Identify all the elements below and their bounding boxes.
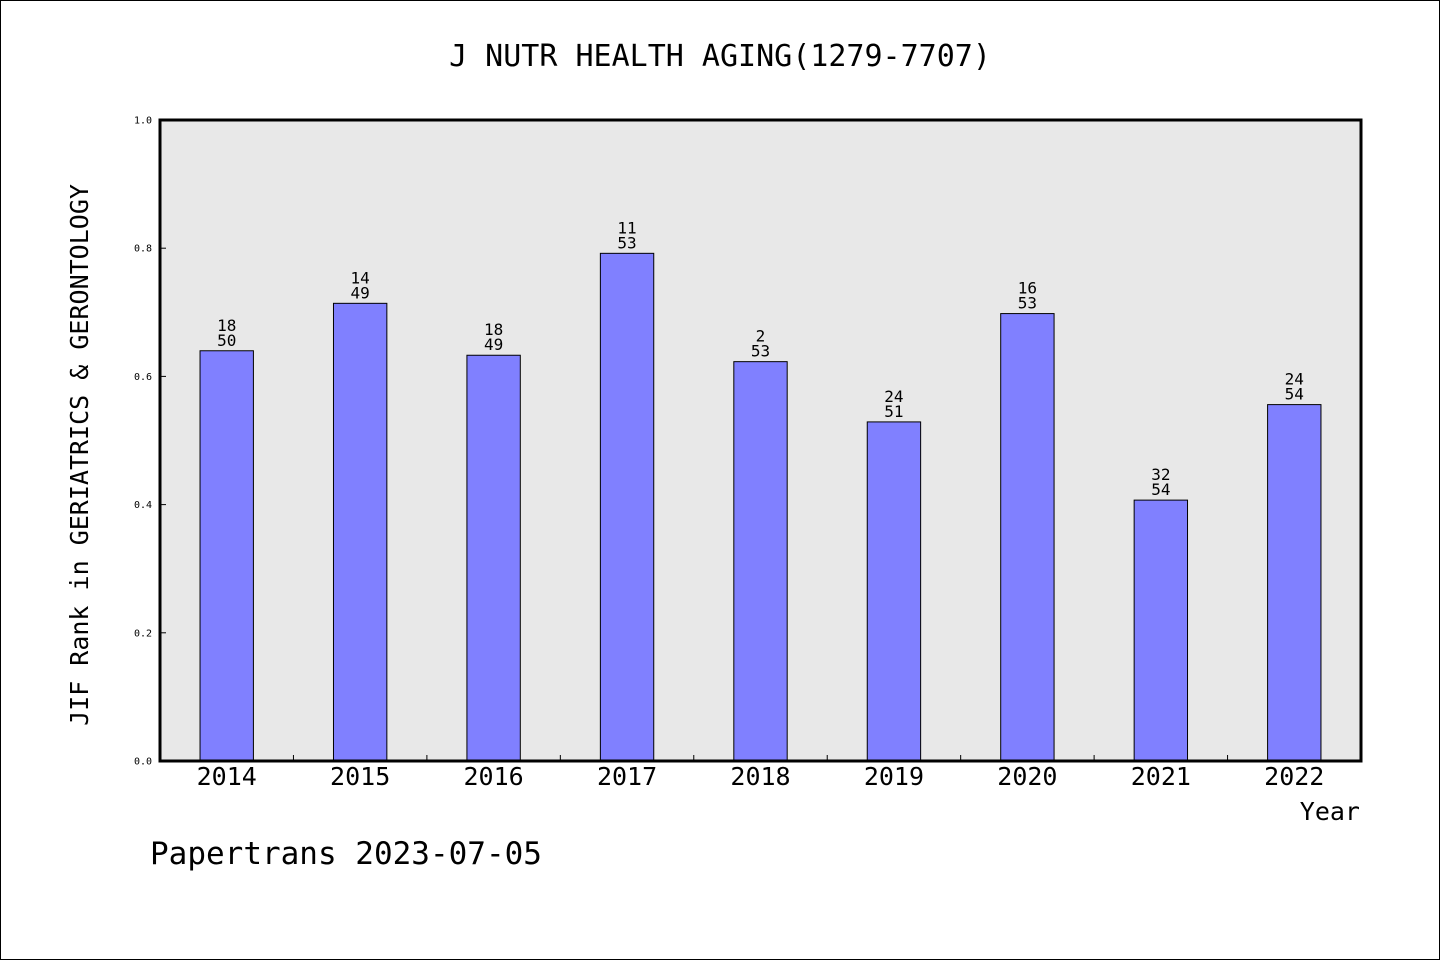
x-tick-label-2020: 2020 [997, 762, 1057, 791]
y-tick-label-1: 0.2 [134, 628, 152, 639]
bar-2019 [866, 421, 922, 762]
plot-area: 0.00.20.40.60.81.01850201414492015184920… [134, 116, 1363, 791]
bar-label-total-2018: 53 [751, 342, 770, 361]
bar-label-total-2021: 54 [1151, 480, 1170, 499]
bar-label-total-2020: 53 [1018, 294, 1037, 313]
y-tick-label-0: 0.0 [134, 757, 152, 768]
x-tick-label-2016: 2016 [464, 762, 524, 791]
bar-2020 [1000, 313, 1055, 762]
chart-title: J NUTR HEALTH AGING(1279-7707) [449, 39, 991, 74]
bar-2017 [599, 252, 655, 762]
bar-label-total-2015: 49 [351, 283, 370, 302]
bar-label-rank-2022: 24 [1285, 370, 1304, 389]
bar-label-rank-2014: 18 [217, 316, 236, 335]
y-tick-label-2: 0.4 [134, 500, 152, 511]
x-tick-label-2022: 2022 [1264, 762, 1324, 791]
bar-label-rank-2018: 2 [756, 327, 766, 346]
bar-2015 [332, 302, 388, 762]
footer-text: Papertrans 2023-07-05 [150, 836, 542, 872]
bar-2014 [199, 350, 254, 762]
x-tick-label-2017: 2017 [597, 762, 657, 791]
bar-label-rank-2019: 24 [884, 387, 903, 406]
y-tick-label-3: 0.6 [134, 372, 152, 383]
x-axis-label: Year [1300, 797, 1360, 826]
plot-border [158, 118, 1363, 763]
y-tick-label-5: 1.0 [134, 116, 152, 127]
x-tick-label-2019: 2019 [864, 762, 924, 791]
bar-2022 [1267, 404, 1322, 762]
bar-2018 [733, 361, 788, 762]
x-tick-label-2015: 2015 [330, 762, 390, 791]
y-axis-label: JIF Rank in GERIATRICS & GERONTOLOGY [65, 184, 94, 726]
bar-label-rank-2015: 14 [351, 268, 370, 287]
x-tick-label-2018: 2018 [730, 762, 790, 791]
bar-label-rank-2016: 18 [484, 320, 503, 339]
bar-label-total-2016: 49 [484, 335, 503, 354]
bar-2021 [1133, 499, 1189, 762]
x-tick-label-2014: 2014 [197, 762, 257, 791]
bar-2016 [466, 354, 521, 762]
bar-label-total-2019: 51 [884, 402, 903, 421]
bar-label-rank-2020: 16 [1018, 279, 1037, 298]
y-tick-label-4: 0.8 [134, 244, 152, 255]
bar-label-total-2022: 54 [1285, 385, 1304, 404]
bar-label-rank-2021: 32 [1151, 465, 1170, 484]
bar-label-total-2014: 50 [217, 331, 236, 350]
bar-label-total-2017: 53 [617, 233, 636, 252]
x-tick-label-2021: 2021 [1131, 762, 1191, 791]
bar-label-rank-2017: 11 [617, 218, 636, 237]
